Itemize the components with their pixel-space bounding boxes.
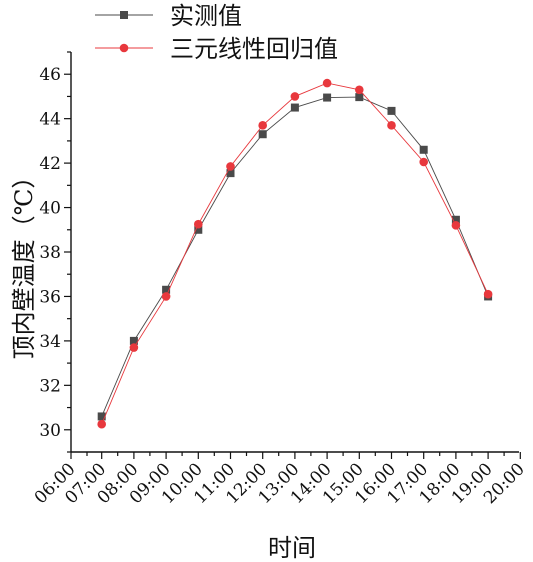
regression-data-point: [194, 219, 203, 229]
measured-data-point: [355, 93, 364, 102]
measured-data-point: [419, 145, 428, 154]
measured-data-point: [226, 169, 235, 178]
y-tick-label: 44: [39, 110, 61, 130]
legend-marker-square: [120, 11, 128, 19]
y-tick-label: 42: [39, 154, 61, 174]
regression-data-point: [355, 85, 364, 95]
measured-data-point: [290, 103, 299, 112]
measured-data-point: [129, 336, 138, 345]
y-tick-label: 34: [39, 332, 61, 352]
y-tick-label: 46: [39, 65, 61, 85]
y-tick-label: 36: [39, 287, 61, 307]
legend-label: 实测值: [170, 2, 242, 30]
measured-data-point: [194, 225, 203, 234]
measured-data-point: [451, 215, 460, 224]
y-axis-title: 顶内壁温度（℃）: [10, 165, 38, 360]
x-axis-title: 时间: [268, 534, 316, 562]
y-tick-label: 40: [39, 199, 61, 219]
regression-data-point: [129, 343, 139, 352]
y-tick-label: 32: [39, 376, 61, 396]
measured-data-point: [258, 130, 267, 139]
measured-data-point: [323, 93, 332, 102]
y-tick-label: 30: [39, 421, 61, 441]
regression-data-point: [97, 419, 106, 429]
regression-data-point: [161, 292, 171, 301]
regression-series-line: [101, 82, 489, 425]
regression-data-point: [419, 157, 429, 167]
y-tick-label: 38: [39, 243, 61, 263]
legend-label: 三元线性回归值: [170, 35, 338, 63]
plot-area: [97, 78, 493, 429]
regression-data-point: [322, 78, 332, 88]
regression-data-point: [387, 121, 396, 130]
measured-data-point: [387, 106, 396, 115]
measured-data-point: [162, 285, 171, 294]
legend-marker-circle: [119, 43, 129, 53]
regression-data-point: [451, 221, 461, 230]
measured-data-point: [97, 412, 106, 421]
regression-data-point: [258, 121, 268, 130]
regression-data-point: [483, 289, 493, 299]
measured-series-line: [101, 96, 489, 417]
regression-data-point: [290, 92, 300, 101]
regression-data-point: [226, 162, 235, 171]
